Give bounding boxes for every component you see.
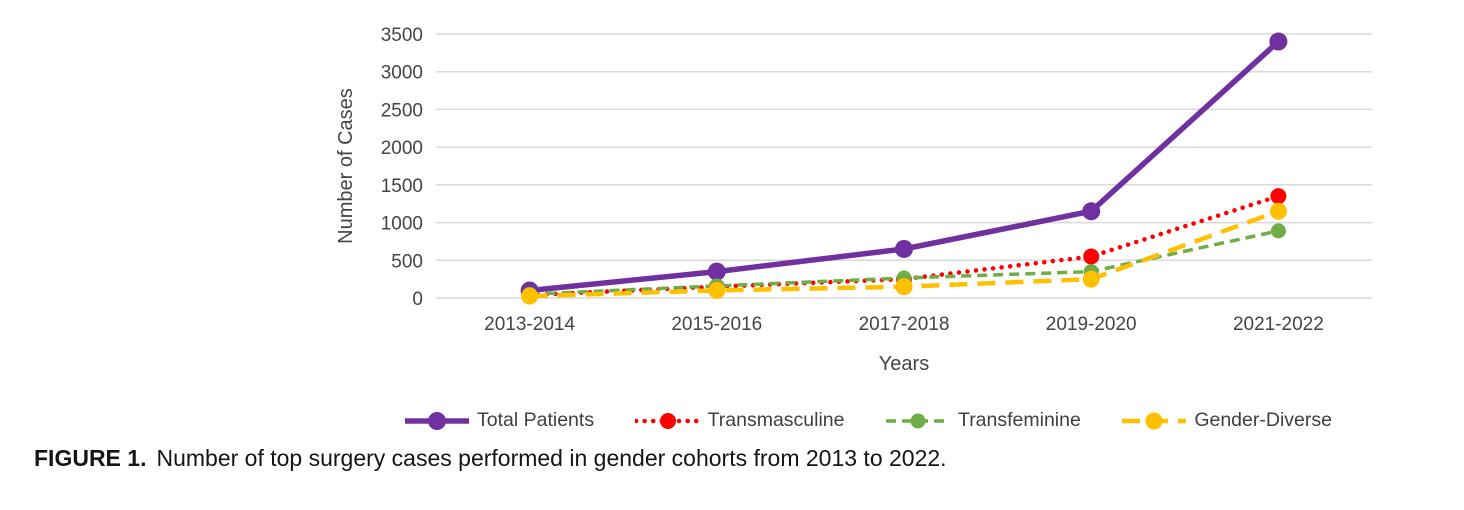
y-tick-label: 500: [391, 251, 423, 272]
x-tick-label: 2021-2022: [1233, 314, 1324, 335]
legend-label: Total Patients: [477, 409, 595, 431]
legend-item-gender-diverse: Gender-Diverse: [1121, 409, 1332, 432]
y-tick-label: 1500: [381, 176, 423, 197]
series-marker-transfeminine: [1270, 223, 1286, 239]
legend-swatch-gender-diverse-icon: [1122, 412, 1187, 429]
x-axis-title: Years: [879, 353, 929, 375]
y-tick-label: 3500: [381, 25, 423, 46]
legend-swatch-total-patients-icon: [405, 411, 469, 430]
figure-caption: FIGURE 1. Number of top surgery cases per…: [34, 445, 947, 472]
legend-label: Transfeminine: [958, 409, 1081, 431]
legend-label: Transmasculine: [707, 409, 845, 431]
x-tick-label: 2019-2020: [1046, 314, 1137, 335]
series-marker-transmasculine: [1270, 188, 1287, 205]
series-marker-total-patients: [1082, 202, 1101, 221]
legend-swatch-transfeminine-icon: [886, 413, 950, 428]
y-tick-label: 1000: [381, 214, 423, 235]
y-tick-label: 0: [412, 289, 423, 310]
line-chart-svg: Number of Cases Years 0 500 1000 1500 2000 25…: [335, 25, 1372, 375]
figure-caption-text: Number of top surgery cases performed in…: [156, 445, 947, 471]
series-marker-gender-diverse: [1082, 270, 1100, 288]
legend-item-total-patients: Total Patients: [404, 409, 594, 432]
series-marker-gender-diverse: [708, 281, 726, 299]
series-line-transmasculine: [527, 193, 1281, 298]
legend-item-transmasculine: Transmasculine: [634, 409, 845, 432]
y-tick-label: 2000: [381, 138, 423, 159]
series-marker-total-patients: [707, 262, 726, 281]
series-marker-gender-diverse: [1269, 202, 1287, 220]
y-tick-label: 2500: [381, 100, 423, 121]
x-tick-label: 2017-2018: [859, 314, 950, 335]
figure-caption-label: FIGURE 1.: [34, 445, 147, 471]
legend-swatch-transmasculine-icon: [634, 412, 701, 429]
x-tick-label: 2015-2016: [671, 314, 762, 335]
y-axis-title: Number of Cases: [335, 88, 357, 244]
series-marker-transmasculine: [1083, 248, 1100, 265]
series-marker-gender-diverse: [521, 287, 539, 305]
series-marker-total-patients: [1269, 32, 1288, 51]
legend: Total Patients Transmasculine Transfeminin…: [404, 409, 1332, 432]
series-marker-total-patients: [895, 239, 913, 258]
legend-label: Gender-Diverse: [1194, 409, 1332, 431]
y-tick-label: 3000: [381, 63, 423, 84]
legend-item-transfeminine: Transfeminine: [885, 409, 1081, 432]
x-tick-label: 2013-2014: [484, 314, 575, 335]
series-marker-gender-diverse: [895, 278, 913, 296]
